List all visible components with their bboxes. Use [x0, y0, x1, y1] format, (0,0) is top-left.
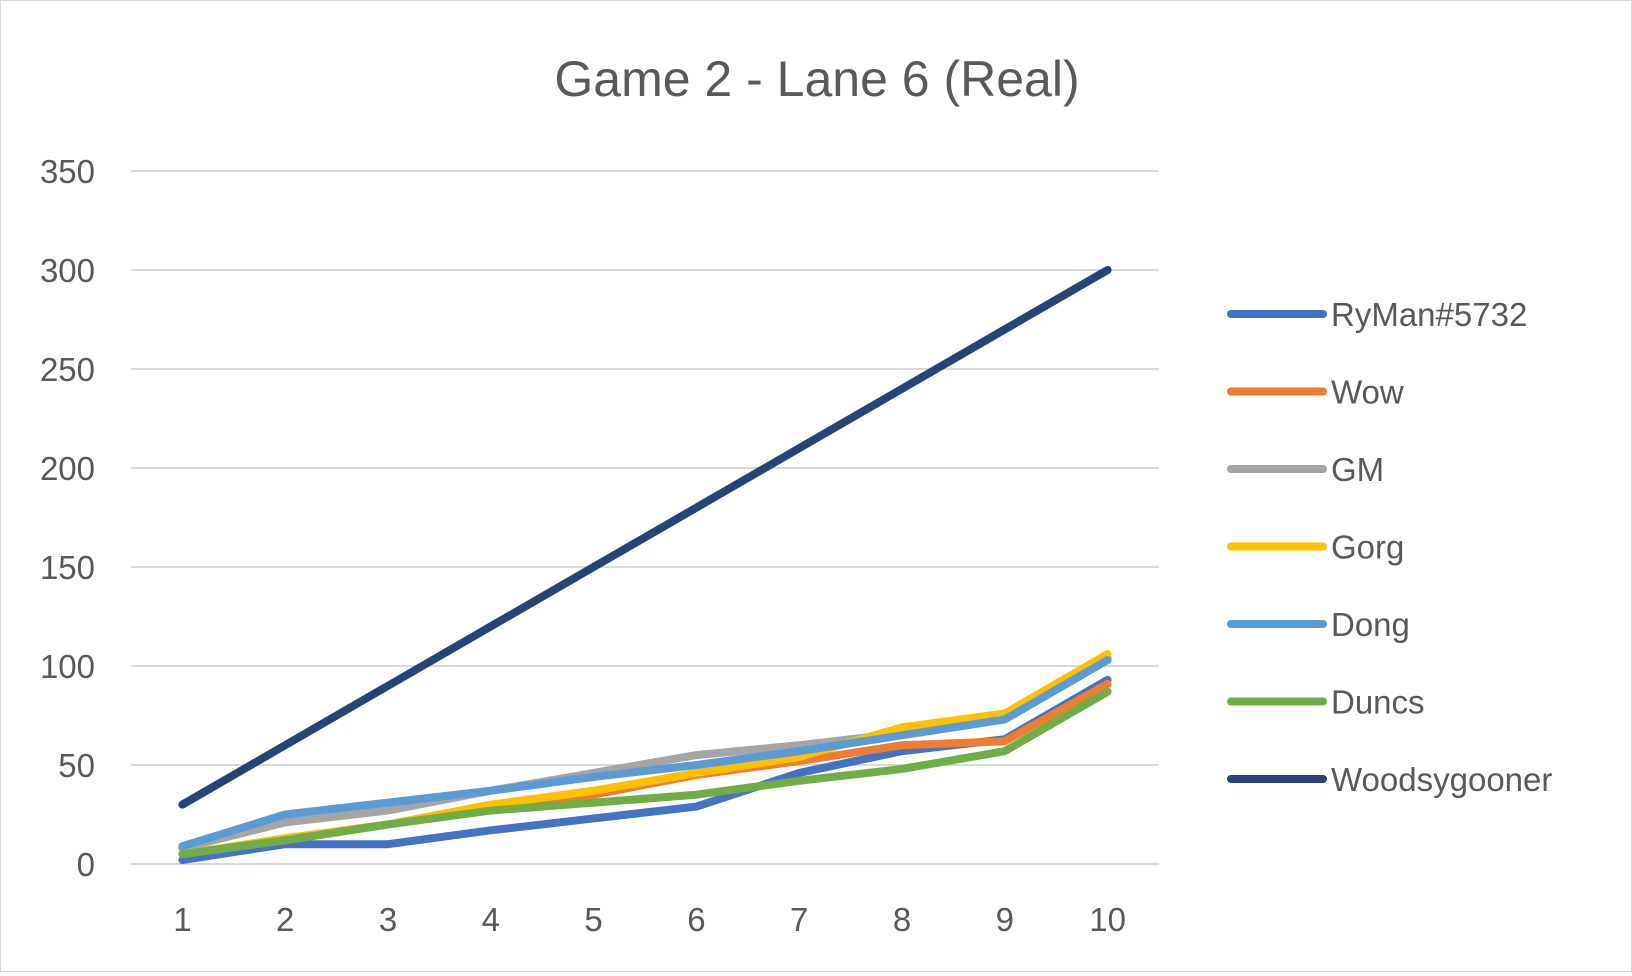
x-tick-label: 7 — [790, 901, 808, 938]
y-tick-label: 200 — [40, 450, 95, 487]
y-tick-label: 250 — [40, 351, 95, 388]
series-lines — [182, 270, 1107, 860]
legend-label: Duncs — [1331, 684, 1425, 721]
legend: RyMan#5732 Wow GM Gorg Dong Duncs Woodsygooner — [1231, 296, 1552, 798]
x-tick-label: 6 — [687, 901, 705, 938]
x-tick-label: 8 — [893, 901, 911, 938]
y-axis-ticks: 0 50 100 150 200 250 300 350 — [40, 153, 95, 883]
x-tick-label: 4 — [482, 901, 500, 938]
y-tick-label: 0 — [77, 846, 95, 883]
y-tick-label: 150 — [40, 549, 95, 586]
x-tick-label: 2 — [276, 901, 294, 938]
x-tick-label: 1 — [173, 901, 191, 938]
legend-label: Dong — [1331, 606, 1410, 643]
legend-label: Wow — [1331, 374, 1404, 411]
legend-label: Woodsygooner — [1331, 761, 1552, 798]
legend-label: Gorg — [1331, 529, 1404, 566]
chart-title: Game 2 - Lane 6 (Real) — [554, 51, 1079, 107]
x-tick-label: 5 — [584, 901, 602, 938]
y-tick-label: 300 — [40, 252, 95, 289]
x-axis-ticks: 1 2 3 4 5 6 7 8 9 10 — [173, 901, 1126, 938]
x-tick-label: 10 — [1089, 901, 1126, 938]
series-line — [182, 658, 1107, 848]
x-tick-label: 3 — [379, 901, 397, 938]
y-tick-label: 100 — [40, 648, 95, 685]
legend-label: GM — [1331, 451, 1384, 488]
x-tick-label: 9 — [996, 901, 1014, 938]
legend-label: RyMan#5732 — [1331, 296, 1527, 333]
y-tick-label: 50 — [58, 747, 95, 784]
y-tick-label: 350 — [40, 153, 95, 190]
